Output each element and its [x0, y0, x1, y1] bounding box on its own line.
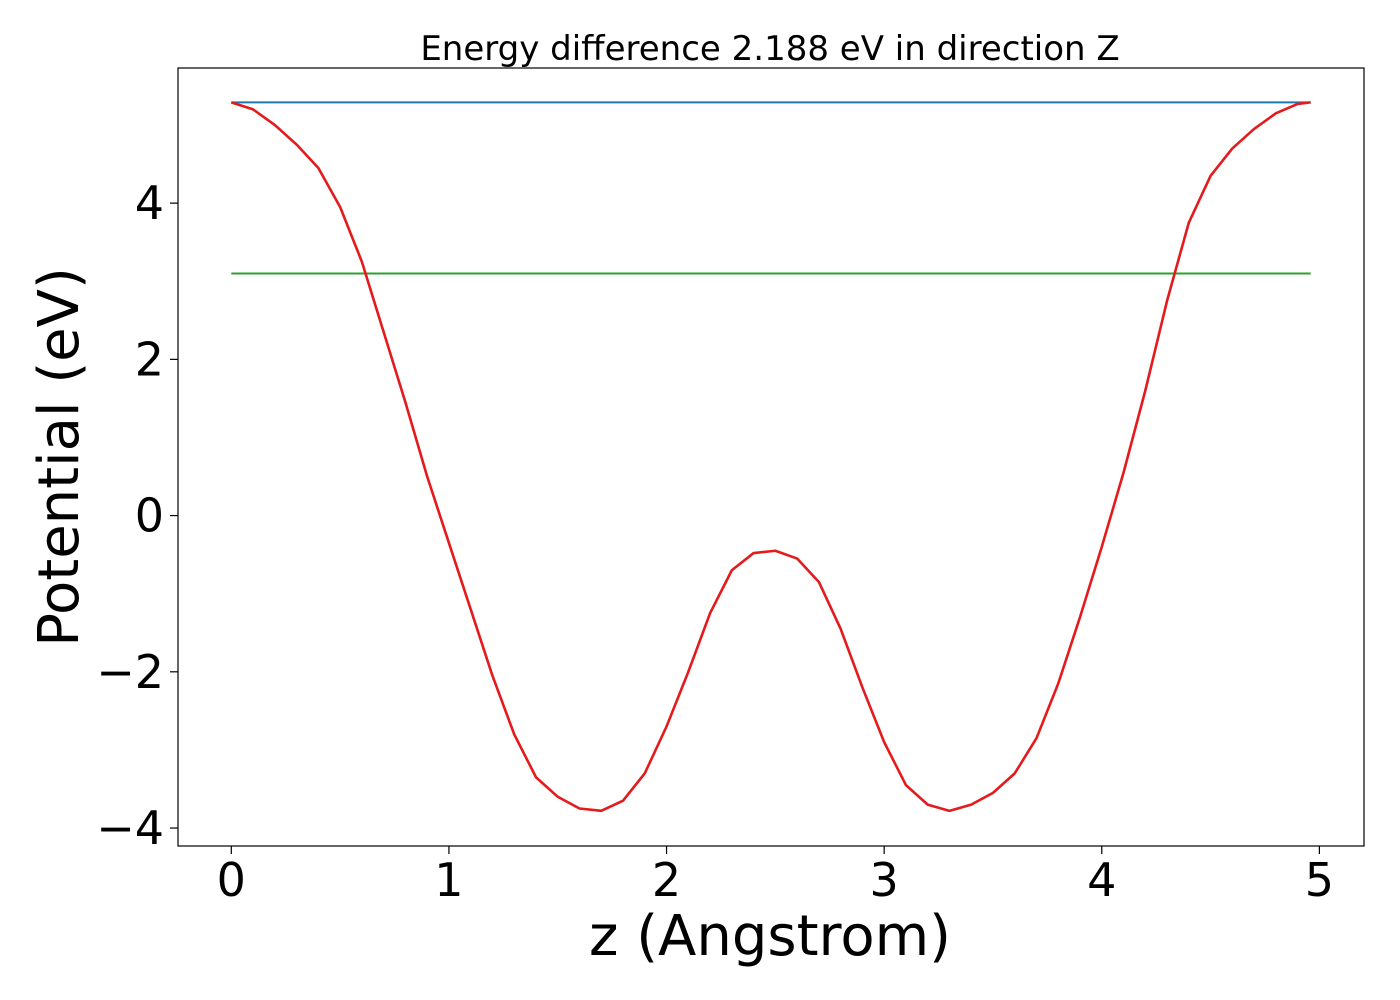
- x-tick-label: 5: [1305, 853, 1334, 907]
- series-layer: [230, 101, 1311, 813]
- x-tick-label: 2: [652, 853, 681, 907]
- y-axis-label: Potential (eV): [27, 267, 92, 647]
- y-tick-label: 0: [135, 489, 164, 543]
- chart-title: Energy difference 2.188 eV in direction …: [420, 29, 1119, 69]
- y-tick-label: 4: [135, 176, 164, 230]
- x-tick-label: 3: [870, 853, 899, 907]
- series-line-3: [230, 101, 1311, 813]
- y-tick-label: −2: [96, 645, 164, 699]
- y-tick-label: 2: [135, 332, 164, 386]
- x-tick-label: 4: [1087, 853, 1116, 907]
- y-tick-label: −4: [96, 801, 164, 855]
- x-axis-label: z (Angstrom): [589, 904, 951, 969]
- plot-frame: [177, 67, 1365, 847]
- y-axis: −4 −2 0 2 4: [96, 176, 178, 855]
- x-tick-label: 0: [217, 853, 246, 907]
- x-tick-label: 1: [434, 853, 463, 907]
- x-axis: 0 1 2 3 4 5: [217, 846, 1334, 907]
